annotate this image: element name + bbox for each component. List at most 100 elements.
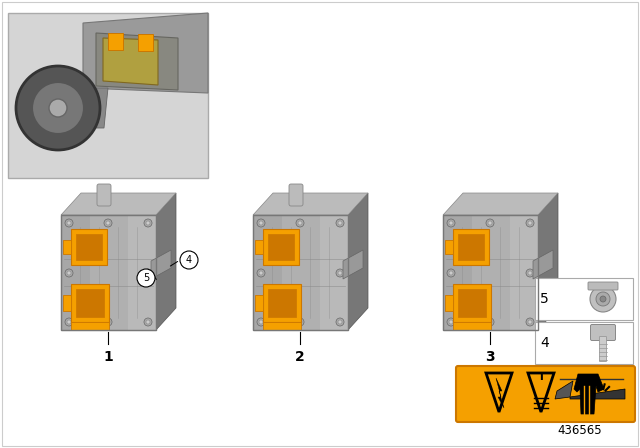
Polygon shape xyxy=(496,378,504,408)
Polygon shape xyxy=(486,373,512,412)
Circle shape xyxy=(449,271,453,275)
Text: 436565: 436565 xyxy=(557,423,602,436)
Circle shape xyxy=(259,320,263,324)
Polygon shape xyxy=(96,33,178,90)
Text: 1: 1 xyxy=(103,350,113,364)
Polygon shape xyxy=(443,215,538,330)
Circle shape xyxy=(106,320,110,324)
Text: 2: 2 xyxy=(295,350,305,364)
Circle shape xyxy=(488,221,492,225)
Circle shape xyxy=(180,251,198,269)
Circle shape xyxy=(32,82,84,134)
Circle shape xyxy=(600,296,606,302)
Circle shape xyxy=(526,318,534,326)
Circle shape xyxy=(65,219,73,227)
Circle shape xyxy=(447,269,455,277)
Circle shape xyxy=(137,269,155,287)
Circle shape xyxy=(257,318,265,326)
Circle shape xyxy=(67,271,71,275)
Polygon shape xyxy=(71,284,109,322)
Polygon shape xyxy=(445,240,453,254)
Polygon shape xyxy=(443,193,558,215)
Polygon shape xyxy=(458,289,486,317)
Circle shape xyxy=(596,292,610,306)
Circle shape xyxy=(144,318,152,326)
Polygon shape xyxy=(61,215,156,330)
Polygon shape xyxy=(574,374,604,414)
Circle shape xyxy=(65,269,73,277)
Polygon shape xyxy=(453,322,491,330)
Circle shape xyxy=(488,320,492,324)
Circle shape xyxy=(144,219,152,227)
Polygon shape xyxy=(453,284,491,322)
Circle shape xyxy=(526,219,534,227)
Polygon shape xyxy=(103,38,158,85)
Polygon shape xyxy=(76,234,102,260)
Polygon shape xyxy=(443,215,472,330)
Circle shape xyxy=(65,318,73,326)
Polygon shape xyxy=(343,250,363,279)
Polygon shape xyxy=(458,234,484,260)
Circle shape xyxy=(447,219,455,227)
Circle shape xyxy=(526,269,534,277)
Polygon shape xyxy=(255,295,263,310)
Polygon shape xyxy=(71,229,107,265)
Polygon shape xyxy=(138,34,153,51)
Polygon shape xyxy=(255,240,263,254)
FancyBboxPatch shape xyxy=(600,336,607,362)
Circle shape xyxy=(296,318,304,326)
Circle shape xyxy=(486,219,494,227)
Circle shape xyxy=(590,286,616,312)
Circle shape xyxy=(338,221,342,225)
Circle shape xyxy=(336,269,344,277)
Polygon shape xyxy=(83,13,208,93)
Circle shape xyxy=(528,221,532,225)
Circle shape xyxy=(144,269,152,277)
Polygon shape xyxy=(555,381,573,399)
Polygon shape xyxy=(535,322,633,364)
Circle shape xyxy=(259,221,263,225)
Polygon shape xyxy=(61,193,176,215)
Polygon shape xyxy=(253,215,348,330)
Text: 5: 5 xyxy=(540,292,548,306)
Polygon shape xyxy=(76,289,104,317)
Circle shape xyxy=(104,318,112,326)
Polygon shape xyxy=(151,250,171,279)
Circle shape xyxy=(298,320,302,324)
Polygon shape xyxy=(108,33,123,50)
Circle shape xyxy=(298,221,302,225)
Circle shape xyxy=(259,271,263,275)
Polygon shape xyxy=(319,215,348,330)
FancyBboxPatch shape xyxy=(289,184,303,206)
Polygon shape xyxy=(63,295,71,310)
Circle shape xyxy=(146,221,150,225)
Circle shape xyxy=(257,219,265,227)
FancyBboxPatch shape xyxy=(591,324,616,340)
Circle shape xyxy=(106,221,110,225)
Polygon shape xyxy=(268,289,296,317)
Circle shape xyxy=(528,320,532,324)
Polygon shape xyxy=(71,322,109,330)
Polygon shape xyxy=(253,215,282,330)
Circle shape xyxy=(257,269,265,277)
Circle shape xyxy=(146,320,150,324)
Polygon shape xyxy=(533,250,553,279)
Polygon shape xyxy=(528,373,554,412)
Polygon shape xyxy=(63,240,71,254)
Circle shape xyxy=(486,318,494,326)
Polygon shape xyxy=(253,193,368,215)
Polygon shape xyxy=(453,229,489,265)
Text: 4: 4 xyxy=(186,255,192,265)
Circle shape xyxy=(49,99,67,117)
Polygon shape xyxy=(263,284,301,322)
Circle shape xyxy=(447,318,455,326)
Text: i: i xyxy=(539,372,543,382)
Polygon shape xyxy=(348,193,368,330)
Circle shape xyxy=(338,320,342,324)
Polygon shape xyxy=(570,389,625,399)
Polygon shape xyxy=(156,193,176,330)
Polygon shape xyxy=(535,278,633,320)
Polygon shape xyxy=(127,215,156,330)
Polygon shape xyxy=(263,322,301,330)
Polygon shape xyxy=(268,234,294,260)
